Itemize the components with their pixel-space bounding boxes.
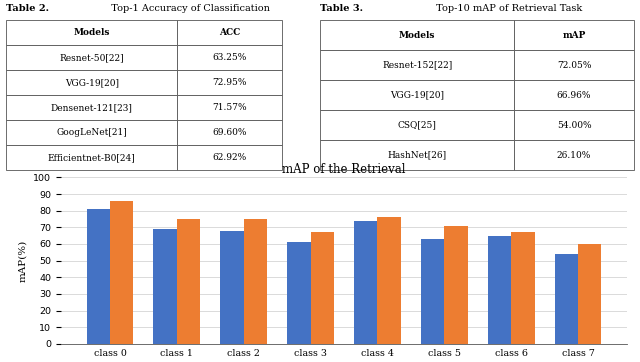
Bar (515, 110, 634, 140)
Bar (320, 140, 515, 170)
Text: 63.25%: 63.25% (212, 53, 246, 62)
Text: 72.95%: 72.95% (212, 78, 246, 87)
Bar (6, 95, 177, 120)
Text: mAP: mAP (563, 31, 586, 40)
Bar (287, 242, 310, 344)
Title: mAP of the Retrieval: mAP of the Retrieval (282, 163, 406, 176)
Text: 69.60%: 69.60% (212, 128, 246, 137)
Bar (354, 221, 378, 344)
Bar (515, 20, 634, 50)
Bar (515, 50, 634, 80)
Y-axis label: mAP(%): mAP(%) (19, 240, 28, 282)
Bar (177, 45, 282, 70)
Bar (177, 70, 282, 95)
Bar (6, 20, 177, 45)
Text: Table 3.: Table 3. (320, 4, 363, 13)
Text: 62.92%: 62.92% (212, 153, 246, 162)
Bar (378, 217, 401, 344)
Text: Efficientnet-B0[24]: Efficientnet-B0[24] (48, 153, 136, 162)
Text: Table 2.: Table 2. (6, 4, 49, 13)
Bar (310, 232, 334, 344)
Text: Resnet-152[22]: Resnet-152[22] (382, 61, 452, 70)
Bar (177, 145, 282, 170)
Bar (110, 201, 133, 344)
Bar (515, 80, 634, 110)
Text: VGG-19[20]: VGG-19[20] (65, 78, 118, 87)
Text: 54.00%: 54.00% (557, 121, 591, 130)
Bar (515, 140, 634, 170)
Text: GoogLeNet[21]: GoogLeNet[21] (56, 128, 127, 137)
Text: HashNet[26]: HashNet[26] (388, 151, 447, 160)
Bar (511, 232, 534, 344)
Bar (244, 219, 267, 344)
Bar (177, 95, 282, 120)
Text: Top-10 mAP of Retrieval Task: Top-10 mAP of Retrieval Task (433, 4, 582, 13)
Text: 26.10%: 26.10% (557, 151, 591, 160)
Text: 72.05%: 72.05% (557, 61, 591, 70)
Bar (320, 50, 515, 80)
Text: Models: Models (74, 28, 110, 37)
Bar (421, 239, 444, 344)
Text: VGG-19[20]: VGG-19[20] (390, 91, 444, 100)
Bar (320, 80, 515, 110)
Bar (177, 20, 282, 45)
Bar (444, 226, 468, 344)
Bar (320, 20, 515, 50)
Bar (220, 231, 244, 344)
Bar (154, 229, 177, 344)
Text: CSQ[25]: CSQ[25] (398, 121, 436, 130)
Bar (578, 244, 602, 344)
Text: Resnet-50[22]: Resnet-50[22] (60, 53, 124, 62)
Bar (488, 236, 511, 344)
Bar (177, 219, 200, 344)
Text: Top-1 Accuracy of Classification: Top-1 Accuracy of Classification (106, 4, 270, 13)
Text: 71.57%: 71.57% (212, 103, 246, 112)
Text: 66.96%: 66.96% (557, 91, 591, 100)
Bar (320, 110, 515, 140)
Bar (177, 120, 282, 145)
Bar (6, 120, 177, 145)
Text: ACC: ACC (219, 28, 240, 37)
Bar (555, 254, 578, 344)
Text: Densenet-121[23]: Densenet-121[23] (51, 103, 132, 112)
Bar (86, 209, 110, 344)
Bar (6, 70, 177, 95)
Bar (6, 45, 177, 70)
Text: Models: Models (399, 31, 435, 40)
Bar (6, 145, 177, 170)
